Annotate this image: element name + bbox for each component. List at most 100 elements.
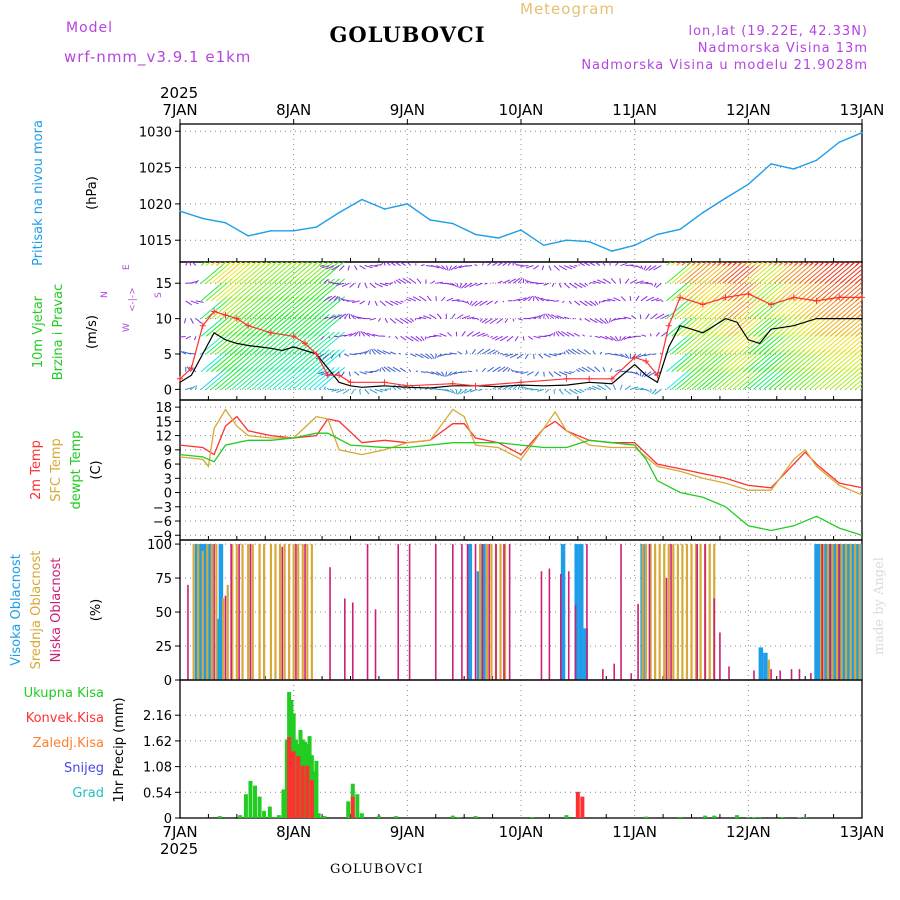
cloud-bar	[208, 544, 213, 680]
wind-barb	[328, 336, 331, 339]
wind-barb	[598, 300, 601, 304]
wind-barb	[850, 308, 862, 319]
wind-barb	[459, 265, 468, 269]
wind-barb	[185, 300, 192, 306]
wind-barb	[850, 361, 862, 373]
gust-marker	[745, 290, 752, 297]
wind-barb	[507, 278, 517, 284]
wind-barb	[845, 374, 862, 390]
wind-barb	[466, 331, 474, 337]
wind-barb	[349, 353, 357, 356]
wind-barb	[525, 265, 534, 269]
wind-barb	[373, 348, 381, 355]
wind-barb	[433, 334, 442, 337]
y-tick-label: 18	[155, 401, 172, 416]
y-tick-label: 1.08	[143, 761, 172, 776]
wind-barb	[541, 265, 545, 271]
wind-barb	[364, 371, 373, 374]
cloud-bar	[434, 544, 437, 680]
wind-barb	[313, 278, 340, 302]
gust-marker	[768, 301, 775, 308]
wind-barb	[359, 351, 367, 355]
cloud-bar	[235, 544, 238, 680]
temp-unit: (C)	[89, 460, 104, 479]
wind-barb	[502, 262, 509, 266]
wind-barb	[641, 371, 647, 377]
pressure-point	[770, 163, 772, 165]
wind-barb	[441, 371, 445, 377]
bottom-title: GOLUBOVCI	[330, 862, 424, 877]
wind-barb	[180, 335, 186, 338]
cloud-bar	[366, 544, 369, 680]
precip-bar	[312, 771, 317, 818]
wind-barb	[578, 367, 585, 373]
wind-barb	[497, 366, 506, 373]
wind-barb	[420, 371, 427, 373]
wind-barb	[569, 388, 578, 395]
cloud-bar	[810, 673, 812, 680]
cloud-bar	[251, 544, 254, 680]
cloud-bar	[822, 544, 825, 680]
wind-barb	[423, 315, 432, 320]
precip-unit: 1hr Precip (mm)	[112, 697, 127, 802]
cloud-bar	[849, 544, 852, 680]
wind-barb	[330, 353, 335, 359]
pressure-point	[747, 183, 750, 186]
gust-marker	[449, 380, 456, 387]
wind-barb	[476, 369, 478, 372]
precip-bar	[262, 810, 267, 818]
cloud-bar	[467, 544, 473, 680]
wind-barb	[499, 335, 509, 342]
precip-bar	[450, 815, 455, 818]
wind-barb	[412, 296, 422, 302]
wind-barb	[840, 299, 862, 319]
wind-barb	[860, 352, 862, 355]
wind-barb	[623, 335, 631, 340]
wind-barb	[408, 297, 417, 302]
wind-barb	[382, 350, 391, 355]
cloud-bar	[258, 544, 261, 680]
wind-barb	[840, 264, 862, 284]
wind-barb	[505, 353, 514, 357]
y-tick-label: 50	[155, 606, 172, 621]
wind-barb	[415, 370, 419, 373]
wind-barb	[517, 318, 523, 321]
temp-ylabel-2m: 2m Temp	[29, 440, 44, 500]
pressure-point	[315, 226, 318, 228]
wind-barb	[400, 335, 407, 341]
wind-barb	[520, 385, 524, 390]
pressure-point	[565, 239, 568, 242]
wind-barb	[408, 277, 417, 284]
cloud-bar	[699, 544, 702, 680]
wind-barb	[537, 388, 544, 392]
cloud-bar	[798, 669, 801, 680]
cloud-ylabel-low: Niska Oblacnost	[49, 558, 64, 663]
wind-barb	[474, 300, 483, 307]
precip-bar	[217, 816, 222, 818]
wind-barb	[540, 297, 550, 302]
wind-barb	[599, 318, 607, 325]
wind-barb	[629, 295, 632, 301]
wind-barb	[613, 297, 621, 302]
pressure-point	[338, 211, 340, 214]
cloud-unit: (%)	[89, 599, 104, 622]
gust-marker	[699, 301, 706, 308]
cloud-bar	[708, 544, 711, 680]
wind-barb	[492, 366, 501, 373]
cloud-bar	[823, 544, 828, 680]
wind-barb	[512, 298, 521, 302]
wind-barb	[388, 335, 391, 338]
cloud-bar	[704, 544, 706, 680]
pressure-point	[520, 229, 522, 231]
precip-bar	[257, 796, 262, 818]
pressure-point	[497, 237, 500, 239]
cloud-bar	[855, 544, 860, 680]
panel-frame	[179, 679, 863, 819]
wind-barb	[543, 282, 550, 286]
wind-barb	[566, 331, 575, 337]
cloud-bar	[488, 544, 490, 680]
precip-legend-label: Snijeg	[64, 761, 104, 776]
precip-bar	[298, 729, 303, 818]
wind-barb	[855, 312, 862, 319]
cloud-ylabel-mid: Srednja Oblacnost	[29, 551, 44, 670]
